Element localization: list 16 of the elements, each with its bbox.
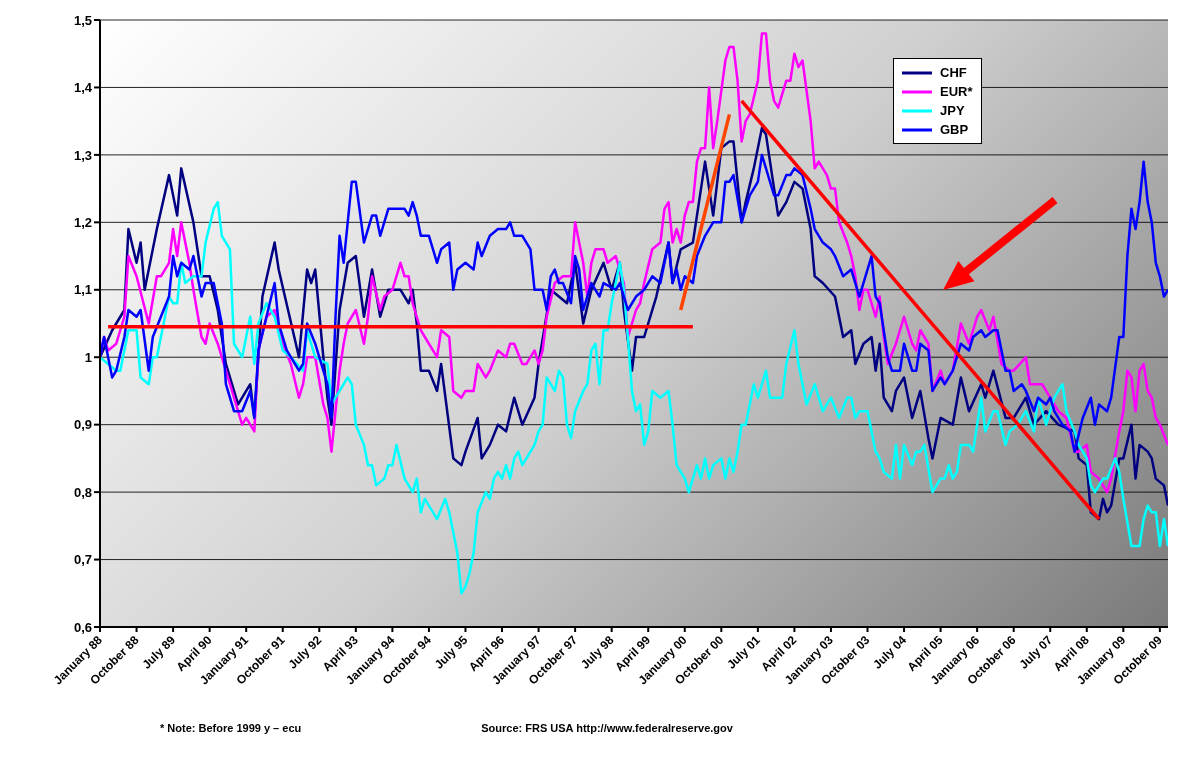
y-tick-label: 0,6 bbox=[73, 619, 92, 635]
y-tick-label: 1 bbox=[84, 349, 92, 365]
legend-label: EUR* bbox=[940, 84, 973, 99]
y-tick-label: 0,7 bbox=[73, 552, 92, 568]
y-tick-label: 1,1 bbox=[73, 282, 92, 298]
y-tick-label: 0,9 bbox=[73, 417, 92, 433]
legend-label: CHF bbox=[940, 65, 967, 80]
legend-label: GBP bbox=[940, 122, 969, 137]
y-tick-label: 1,3 bbox=[73, 147, 92, 163]
y-tick-label: 1,4 bbox=[73, 80, 93, 96]
y-tick-label: 1,5 bbox=[73, 12, 92, 28]
legend-label: JPY bbox=[940, 103, 965, 118]
text: * Note: Before 1999 y – ecu bbox=[160, 722, 302, 734]
y-tick-label: 1,2 bbox=[73, 214, 92, 230]
y-tick-label: 0,8 bbox=[73, 484, 92, 500]
source-note: Source: FRS USA http://www.federalreserve.gov bbox=[481, 722, 733, 734]
